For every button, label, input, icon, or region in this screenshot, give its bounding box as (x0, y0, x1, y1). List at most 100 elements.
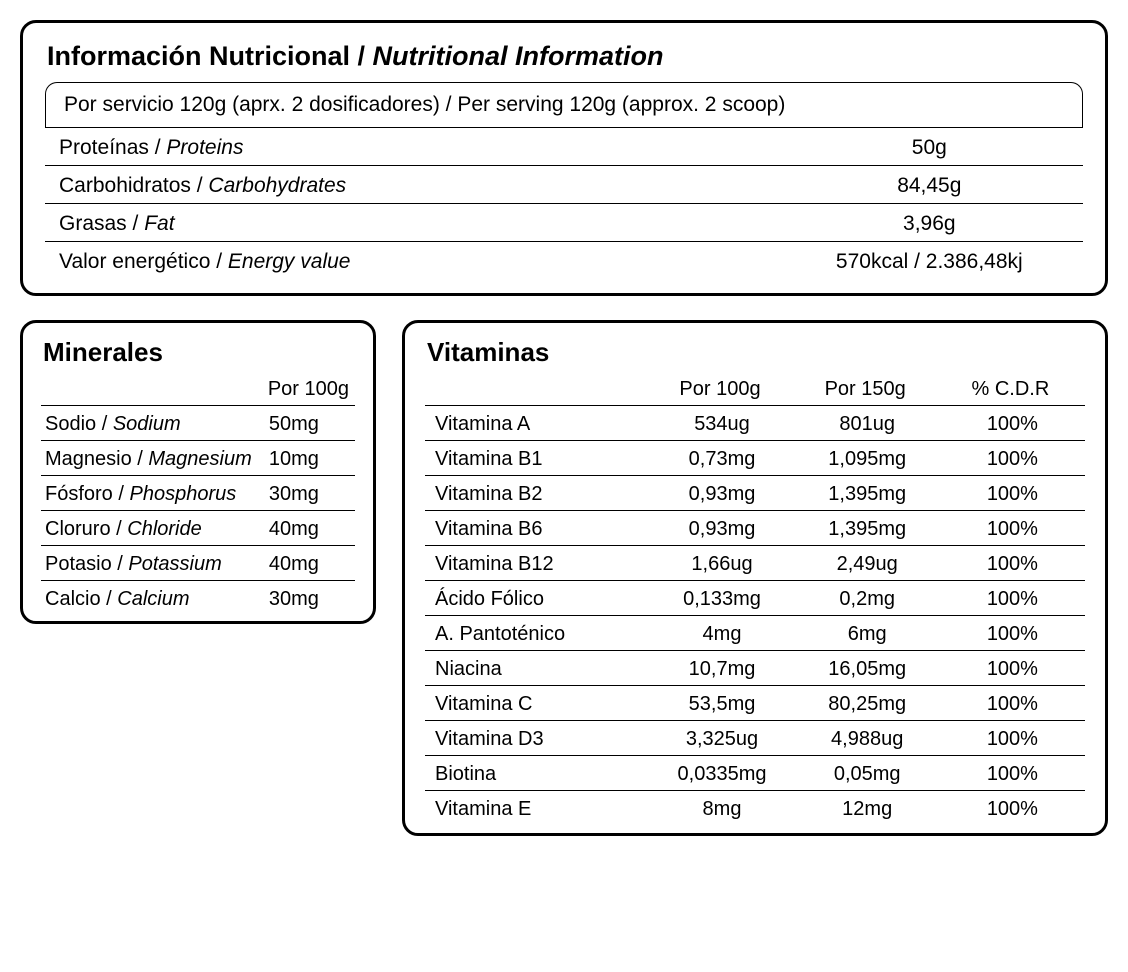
vitamin-per100: 1,66ug (649, 546, 794, 581)
vitamins-row: A. Pantoténico4mg6mg100% (425, 616, 1085, 651)
label-separator: / (210, 250, 228, 273)
nutrition-panel: Información Nutricional / Nutritional In… (20, 20, 1108, 296)
nutrition-label-es: Proteínas (59, 136, 149, 159)
vitamin-per100: 0,73mg (649, 441, 794, 476)
vitamin-per100: 0,0335mg (649, 756, 794, 791)
title-separator: / (350, 41, 373, 71)
vitamin-name: Vitamina D3 (425, 721, 649, 756)
vitamin-per100: 3,325ug (649, 721, 794, 756)
nutrition-label: Proteínas / Proteins (45, 128, 772, 166)
minerals-row: Fósforo / Phosphorus30mg (41, 476, 355, 511)
mineral-name: Sodio / Sodium (41, 406, 263, 441)
vitamins-title: Vitaminas (425, 335, 1085, 374)
vitamins-row: Vitamina B10,73mg1,095mg100% (425, 441, 1085, 476)
vitamin-name: Ácido Fólico (425, 581, 649, 616)
nutrition-value: 3,96g (772, 204, 1083, 242)
minerals-row: Cloruro / Chloride40mg (41, 511, 355, 546)
nutrition-label-es: Carbohidratos (59, 174, 191, 197)
mineral-name: Magnesio / Magnesium (41, 441, 263, 476)
mineral-name-en: Phosphorus (129, 483, 236, 505)
mineral-name-en: Chloride (127, 518, 201, 540)
vitamin-cdr: 100% (940, 406, 1085, 441)
vitamin-name: Vitamina B6 (425, 511, 649, 546)
mineral-name-es: Potasio (45, 553, 112, 575)
vitamin-per150: 4,988ug (795, 721, 940, 756)
mineral-value: 40mg (263, 546, 355, 581)
vitamin-per100: 4mg (649, 616, 794, 651)
vitamin-name: Vitamina B2 (425, 476, 649, 511)
mineral-value: 40mg (263, 511, 355, 546)
mineral-name-es: Sodio (45, 413, 96, 435)
nutrition-label-es: Valor energético (59, 250, 210, 273)
mineral-name: Calcio / Calcium (41, 581, 263, 616)
label-separator: / (132, 448, 149, 470)
nutrition-label-en: Energy value (228, 250, 351, 273)
nutrition-label-en: Fat (144, 212, 174, 235)
nutrition-label-en: Proteins (166, 136, 243, 159)
mineral-value: 30mg (263, 581, 355, 616)
nutrition-label: Valor energético / Energy value (45, 242, 772, 280)
nutrition-title-es: Información Nutricional (47, 41, 350, 71)
vitamin-per150: 80,25mg (795, 686, 940, 721)
nutrition-title: Información Nutricional / Nutritional In… (45, 37, 1083, 82)
mineral-name-es: Calcio (45, 588, 101, 610)
vitamin-name: Biotina (425, 756, 649, 791)
vitamins-row: Vitamina D33,325ug4,988ug100% (425, 721, 1085, 756)
label-separator: / (127, 212, 145, 235)
nutrition-value: 84,45g (772, 166, 1083, 204)
vitamin-name: Vitamina C (425, 686, 649, 721)
vitamin-per150: 12mg (795, 791, 940, 826)
vitamin-per150: 6mg (795, 616, 940, 651)
vitamin-cdr: 100% (940, 651, 1085, 686)
vitamins-row: Vitamina A534ug801ug100% (425, 406, 1085, 441)
vitamin-name: Niacina (425, 651, 649, 686)
mineral-name-en: Calcium (117, 588, 189, 610)
vitamins-header-c2: Por 150g (795, 374, 940, 406)
label-separator: / (101, 588, 118, 610)
mineral-name-en: Sodium (113, 413, 181, 435)
vitamin-name: Vitamina A (425, 406, 649, 441)
vitamin-per150: 1,395mg (795, 476, 940, 511)
minerals-title: Minerales (41, 335, 355, 374)
vitamin-cdr: 100% (940, 441, 1085, 476)
nutrition-row: Grasas / Fat3,96g (45, 204, 1083, 242)
vitamins-row: Ácido Fólico0,133mg0,2mg100% (425, 581, 1085, 616)
vitamin-name: Vitamina E (425, 791, 649, 826)
minerals-row: Magnesio / Magnesium10mg (41, 441, 355, 476)
vitamin-cdr: 100% (940, 686, 1085, 721)
mineral-name-es: Cloruro (45, 518, 111, 540)
mineral-name: Fósforo / Phosphorus (41, 476, 263, 511)
vitamin-name: Vitamina B12 (425, 546, 649, 581)
nutrition-label: Carbohidratos / Carbohydrates (45, 166, 772, 204)
minerals-panel: Minerales Por 100g Sodio / Sodium50mgMag… (20, 320, 376, 624)
minerals-header: Por 100g (263, 374, 355, 406)
mineral-name: Potasio / Potassium (41, 546, 263, 581)
vitamin-per150: 801ug (795, 406, 940, 441)
vitamins-row: Vitamina B121,66ug2,49ug100% (425, 546, 1085, 581)
mineral-name: Cloruro / Chloride (41, 511, 263, 546)
mineral-value: 10mg (263, 441, 355, 476)
vitamin-per150: 2,49ug (795, 546, 940, 581)
vitamin-per100: 534ug (649, 406, 794, 441)
vitamin-cdr: 100% (940, 511, 1085, 546)
nutrition-row: Carbohidratos / Carbohydrates84,45g (45, 166, 1083, 204)
nutrition-value: 570kcal / 2.386,48kj (772, 242, 1083, 280)
vitamin-per100: 10,7mg (649, 651, 794, 686)
vitamin-per100: 53,5mg (649, 686, 794, 721)
minerals-row: Calcio / Calcium30mg (41, 581, 355, 616)
minerals-row: Sodio / Sodium50mg (41, 406, 355, 441)
vitamin-cdr: 100% (940, 791, 1085, 826)
vitamin-cdr: 100% (940, 616, 1085, 651)
vitamins-header-c1: Por 100g (649, 374, 794, 406)
vitamin-name: Vitamina B1 (425, 441, 649, 476)
vitamin-per100: 0,93mg (649, 511, 794, 546)
mineral-name-es: Fósforo (45, 483, 113, 505)
vitamin-per100: 8mg (649, 791, 794, 826)
mineral-value: 50mg (263, 406, 355, 441)
nutrition-value: 50g (772, 128, 1083, 166)
mineral-value: 30mg (263, 476, 355, 511)
mineral-name-en: Potassium (128, 553, 221, 575)
nutrition-label-en: Carbohydrates (208, 174, 346, 197)
vitamin-per150: 1,395mg (795, 511, 940, 546)
minerals-row: Potasio / Potassium40mg (41, 546, 355, 581)
